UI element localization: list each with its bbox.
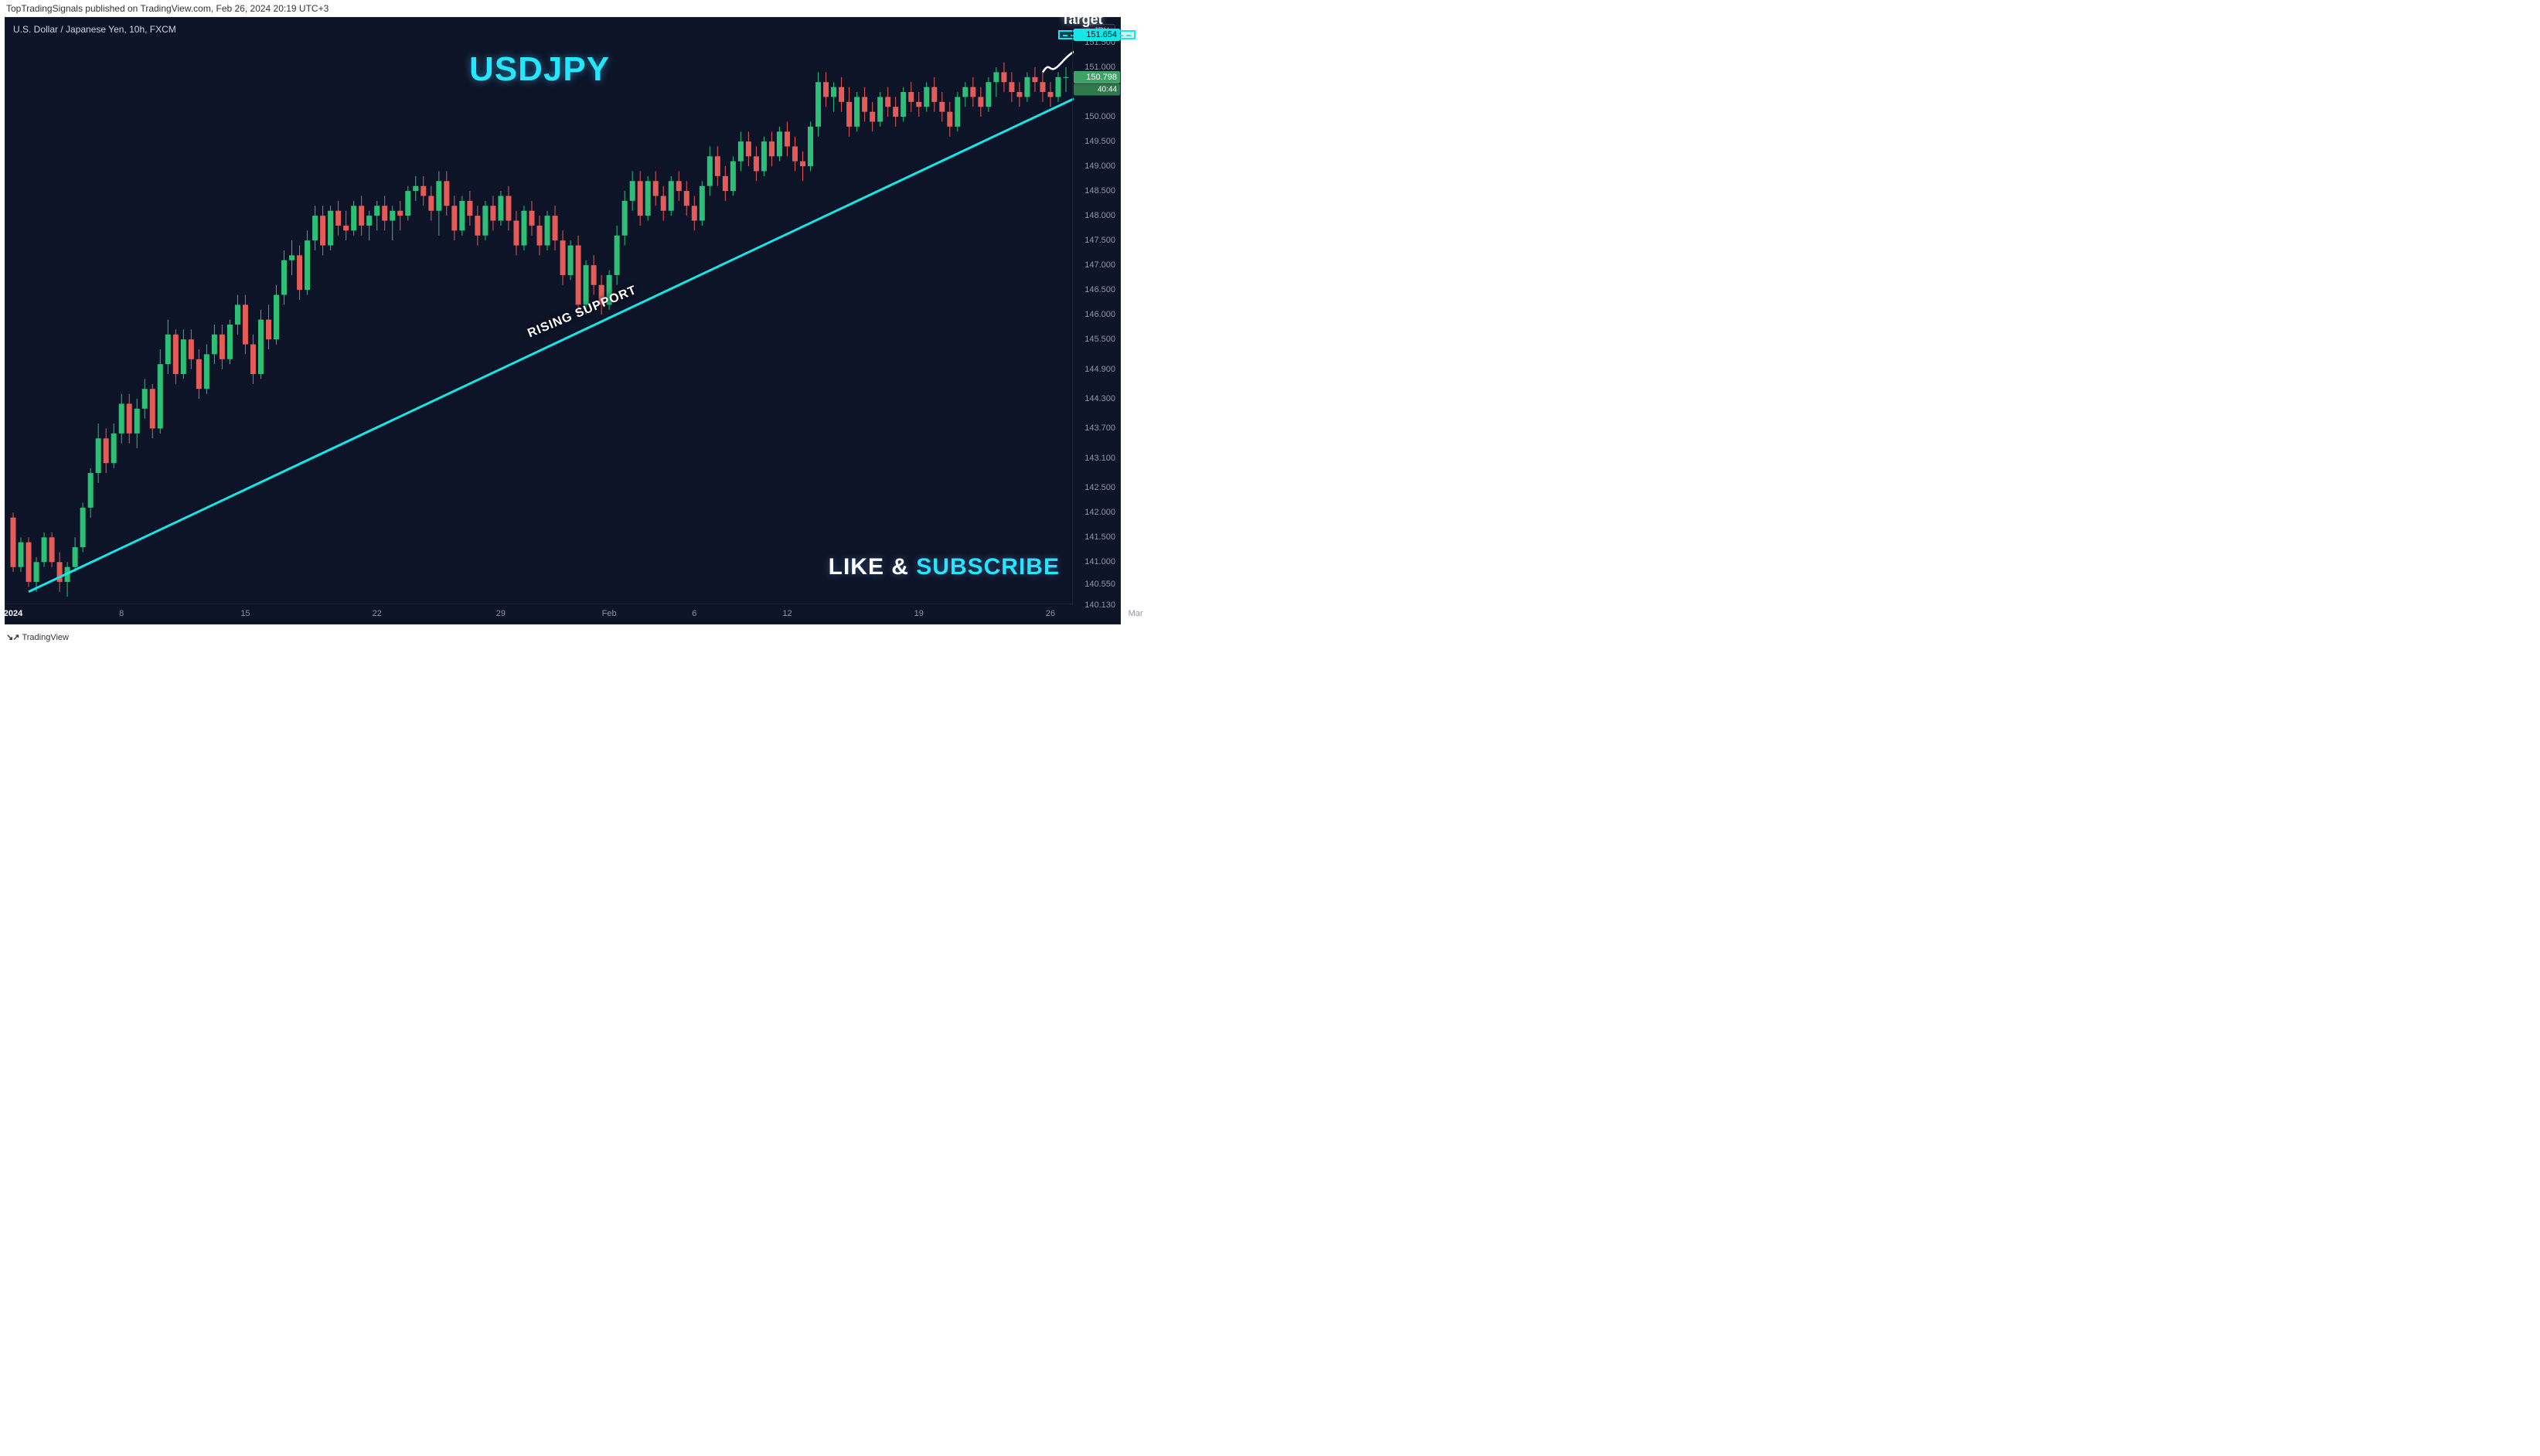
- candles-svg: [5, 18, 1074, 605]
- price-tick: 143.700: [1084, 424, 1115, 433]
- price-tick: 141.500: [1084, 532, 1115, 542]
- price-tick: 149.500: [1084, 137, 1115, 146]
- chart-frame[interactable]: U.S. Dollar / Japanese Yen, 10h, FXCM JP…: [5, 17, 1121, 624]
- price-tick: 144.900: [1084, 365, 1115, 374]
- page-root: TopTradingSignals published on TradingVi…: [0, 0, 1125, 645]
- time-tick: 15: [240, 609, 250, 618]
- price-tick: 146.500: [1084, 285, 1115, 294]
- cta-right: SUBSCRIBE: [916, 554, 1060, 580]
- time-tick: 2024: [4, 609, 22, 618]
- price-tick: 150.000: [1084, 112, 1115, 121]
- price-tick: 142.000: [1084, 508, 1115, 517]
- time-tick: 8: [119, 609, 124, 618]
- price-tick: 141.000: [1084, 557, 1115, 566]
- tradingview-footer: ↘↗TradingView: [6, 632, 69, 642]
- price-tick: 144.300: [1084, 394, 1115, 403]
- price-tick: 145.500: [1084, 335, 1115, 344]
- price-tick: 140.550: [1084, 580, 1115, 589]
- tv-footer-text: TradingView: [22, 633, 69, 642]
- price-tick: 148.500: [1084, 186, 1115, 196]
- price-tick: 148.000: [1084, 211, 1115, 220]
- time-tick: 22: [373, 609, 382, 618]
- price-tick: 143.100: [1084, 454, 1115, 463]
- chart-pane[interactable]: USDJPY RISING SUPPORT Target LIKE & SUBS…: [5, 18, 1074, 605]
- price-tick: 146.000: [1084, 310, 1115, 319]
- time-tick: 29: [496, 609, 506, 618]
- price-axis[interactable]: 140.130140.550141.000141.500142.000142.5…: [1072, 18, 1120, 605]
- tv-logo-icon: ↘↗: [6, 633, 19, 642]
- price-tick: 147.500: [1084, 236, 1115, 245]
- cta-left: LIKE &: [829, 554, 917, 580]
- time-tick: 26: [1046, 609, 1055, 618]
- time-axis[interactable]: 20248152229Feb6121926Mar: [5, 604, 1074, 624]
- price-tick: 147.000: [1084, 260, 1115, 270]
- time-tick: 12: [782, 609, 792, 618]
- time-tick: 6: [692, 609, 696, 618]
- time-tick: Mar: [1129, 609, 1143, 618]
- publish-caption: TopTradingSignals published on TradingVi…: [6, 3, 329, 14]
- price-tick: 140.130: [1084, 600, 1115, 610]
- time-tick: Feb: [602, 609, 617, 618]
- cta-text: LIKE & SUBSCRIBE: [829, 554, 1060, 580]
- chart-title-overlay: USDJPY: [469, 50, 610, 89]
- price-tick: 142.500: [1084, 483, 1115, 492]
- price-tick: 149.000: [1084, 162, 1115, 171]
- price-tag: 40:44: [1074, 83, 1120, 95]
- price-tag: 150.798: [1074, 71, 1120, 83]
- time-tick: 19: [914, 609, 924, 618]
- price-tag: 151.654: [1074, 29, 1120, 41]
